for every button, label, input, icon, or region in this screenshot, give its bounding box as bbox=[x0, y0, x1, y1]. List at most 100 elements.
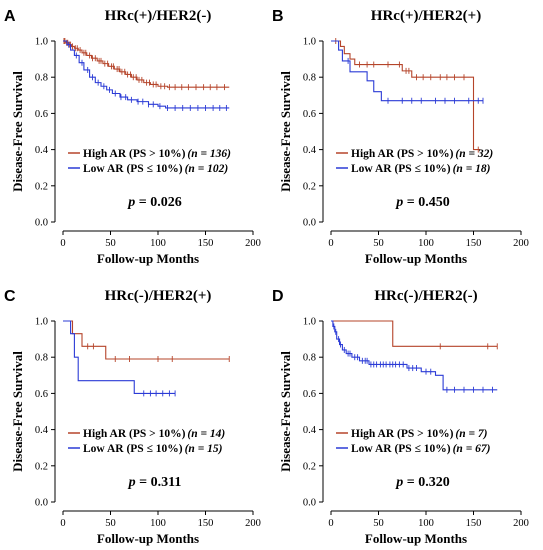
legend-n: (n = 7) bbox=[455, 428, 487, 440]
legend-series-name: High AR (PS > 10%) bbox=[351, 428, 454, 440]
x-tick-label: 150 bbox=[466, 518, 482, 529]
y-tick-label: 1.0 bbox=[303, 317, 316, 328]
km-series-1 bbox=[331, 40, 484, 104]
panel-title: HRc(+)/HER2(+) bbox=[371, 8, 481, 24]
panel-c: C HRc(-)/HER2(+) Disease-Free Survival Foll… bbox=[4, 288, 261, 546]
km-curve bbox=[63, 40, 230, 109]
x-tick-label: 200 bbox=[245, 518, 261, 529]
y-tick-label: 0.2 bbox=[303, 461, 316, 472]
km-series-0 bbox=[331, 38, 481, 153]
x-tick-label: 200 bbox=[245, 238, 261, 249]
x-tick-label: 0 bbox=[328, 518, 333, 529]
panel-d: D HRc(-)/HER2(-) Disease-Free Survival Foll… bbox=[272, 288, 529, 546]
y-axis-title: Disease-Free Survival bbox=[10, 71, 25, 192]
km-curve bbox=[331, 320, 498, 347]
y-tick-label: 0.8 bbox=[303, 73, 316, 84]
y-tick-label: 0.4 bbox=[303, 425, 317, 436]
km-curve bbox=[331, 40, 481, 151]
legend-label: High AR (PS > 10%) (n = 32) bbox=[351, 148, 493, 160]
legend-label: Low AR (PS ≤ 10%) (n = 15) bbox=[83, 443, 223, 455]
x-tick-label: 100 bbox=[150, 238, 166, 249]
x-tick-label: 50 bbox=[105, 518, 116, 529]
km-series-1 bbox=[63, 40, 230, 111]
y-tick-label: 0.8 bbox=[35, 353, 48, 364]
legend-n: (n = 15) bbox=[185, 443, 223, 455]
y-tick-label: 1.0 bbox=[303, 37, 316, 48]
p-value: p = 0.311 bbox=[128, 475, 182, 490]
x-tick-label: 50 bbox=[105, 238, 116, 249]
legend-n: (n = 67) bbox=[453, 443, 491, 455]
legend-label: Low AR (PS ≤ 10%) (n = 18) bbox=[351, 163, 491, 175]
y-tick-label: 0.6 bbox=[35, 109, 48, 120]
x-tick-label: 50 bbox=[373, 238, 384, 249]
legend-label: High AR (PS > 10%) (n = 136) bbox=[83, 148, 231, 160]
panel-letter: A bbox=[4, 8, 16, 25]
km-curve bbox=[331, 320, 498, 391]
legend-n: (n = 102) bbox=[185, 163, 229, 175]
y-tick-label: 0.0 bbox=[35, 498, 48, 509]
panel-title: HRc(-)/HER2(+) bbox=[105, 288, 212, 304]
legend: High AR (PS > 10%) (n = 136) Low AR (PS ≤ … bbox=[68, 148, 231, 175]
x-tick-label: 100 bbox=[150, 518, 166, 529]
legend-label: High AR (PS > 10%) (n = 14) bbox=[83, 428, 225, 440]
legend-label: Low AR (PS ≤ 10%) (n = 102) bbox=[83, 163, 228, 175]
panel-letter: C bbox=[4, 288, 16, 305]
legend-n: (n = 136) bbox=[187, 148, 231, 160]
y-tick-label: 0.6 bbox=[303, 109, 316, 120]
km-series-0 bbox=[63, 320, 230, 363]
y-tick-label: 0.8 bbox=[303, 353, 316, 364]
y-tick-label: 1.0 bbox=[35, 37, 48, 48]
legend-label: High AR (PS > 10%) (n = 7) bbox=[351, 428, 488, 440]
legend: High AR (PS > 10%) (n = 32) Low AR (PS ≤ 1… bbox=[336, 148, 493, 175]
x-tick-label: 200 bbox=[513, 518, 529, 529]
y-axis-title: Disease-Free Survival bbox=[278, 71, 293, 192]
y-tick-label: 0.0 bbox=[303, 498, 316, 509]
x-tick-label: 200 bbox=[513, 238, 529, 249]
y-axis-title: Disease-Free Survival bbox=[278, 351, 293, 472]
legend-n: (n = 32) bbox=[455, 148, 493, 160]
y-tick-label: 0.4 bbox=[35, 145, 49, 156]
p-value: p = 0.450 bbox=[395, 195, 449, 210]
p-value-symbol: p bbox=[395, 475, 403, 490]
x-tick-label: 0 bbox=[328, 238, 333, 249]
x-tick-label: 50 bbox=[373, 518, 384, 529]
x-tick-label: 150 bbox=[198, 238, 214, 249]
p-value-symbol: p bbox=[395, 195, 403, 210]
panel-title: HRc(-)/HER2(-) bbox=[374, 288, 477, 304]
y-tick-label: 0.2 bbox=[35, 461, 48, 472]
x-tick-label: 150 bbox=[466, 238, 482, 249]
p-value-text: = 0.311 bbox=[136, 475, 182, 490]
y-tick-label: 0.8 bbox=[35, 73, 48, 84]
legend: High AR (PS > 10%) (n = 7) Low AR (PS ≤ 10… bbox=[336, 428, 491, 455]
x-tick-label: 0 bbox=[60, 518, 65, 529]
panel-title: HRc(+)/HER2(-) bbox=[105, 8, 212, 24]
y-tick-label: 0.6 bbox=[35, 389, 48, 400]
legend-series-name: Low AR (PS ≤ 10%) bbox=[83, 443, 183, 455]
legend-label: Low AR (PS ≤ 10%) (n = 67) bbox=[351, 443, 491, 455]
km-series-0 bbox=[331, 320, 498, 350]
y-axis-title: Disease-Free Survival bbox=[10, 351, 25, 472]
y-tick-label: 0.0 bbox=[303, 218, 316, 229]
panel-letter: D bbox=[272, 288, 284, 305]
y-tick-label: 0.4 bbox=[303, 145, 317, 156]
panel-a: A HRc(+)/HER2(-) Disease-Free Survival Foll… bbox=[4, 8, 261, 266]
legend-series-name: Low AR (PS ≤ 10%) bbox=[351, 163, 451, 175]
y-tick-label: 0.2 bbox=[35, 181, 48, 192]
legend-series-name: High AR (PS > 10%) bbox=[83, 148, 186, 160]
legend-series-name: High AR (PS > 10%) bbox=[351, 148, 454, 160]
p-value: p = 0.320 bbox=[395, 475, 449, 490]
x-axis-title: Follow-up Months bbox=[365, 251, 467, 266]
y-tick-label: 0.4 bbox=[35, 425, 49, 436]
legend: High AR (PS > 10%) (n = 14) Low AR (PS ≤ 1… bbox=[68, 428, 225, 455]
p-value-text: = 0.026 bbox=[135, 195, 181, 210]
x-tick-label: 100 bbox=[418, 238, 434, 249]
km-series-0 bbox=[63, 38, 230, 91]
km-curve bbox=[63, 320, 230, 360]
x-tick-label: 0 bbox=[60, 238, 65, 249]
p-value-text: = 0.320 bbox=[403, 475, 449, 490]
p-value-text: = 0.450 bbox=[403, 195, 449, 210]
km-curve bbox=[63, 320, 176, 394]
panel-letter: B bbox=[272, 8, 284, 25]
x-axis-title: Follow-up Months bbox=[365, 531, 467, 546]
